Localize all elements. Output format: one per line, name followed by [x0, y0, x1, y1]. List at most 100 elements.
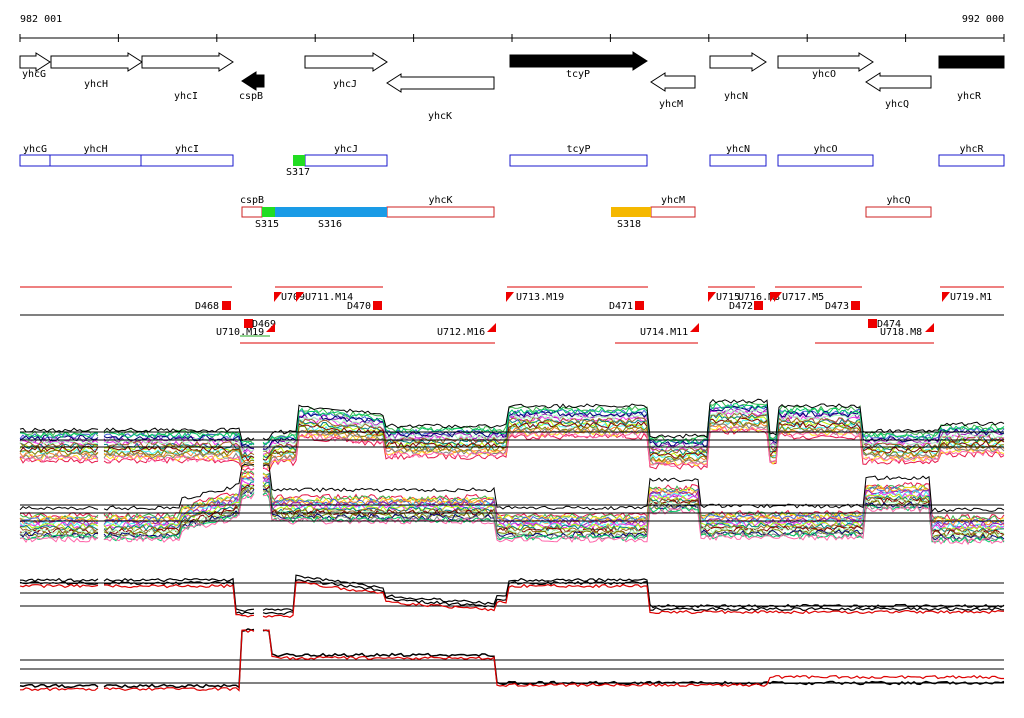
profile-line [19, 470, 1005, 523]
cds-label: tcyP [566, 144, 590, 155]
transcript-label: U710.M19 [216, 327, 264, 338]
ruler-start: 982 001 [20, 14, 62, 25]
profile-line [19, 419, 1005, 465]
profile-line [19, 408, 1005, 453]
gene-arrow [304, 52, 388, 72]
transcript-label: D474 [877, 319, 901, 330]
transcript-label: U719.M1 [950, 292, 992, 303]
gene-label: yhcH [84, 79, 108, 90]
segment [275, 207, 387, 217]
cds-box [304, 154, 388, 167]
gene-label: yhcN [724, 91, 748, 102]
profile-line [19, 463, 1005, 513]
transcript-marker [487, 323, 496, 332]
transcript-label: U715 [716, 292, 740, 303]
transcript-marker [942, 292, 950, 302]
profile-line [19, 579, 1005, 615]
gene-arrow [709, 52, 767, 72]
cds-label: yhcR [959, 144, 984, 155]
gene-label: yhcR [957, 91, 982, 102]
gene-label: yhcG [22, 69, 46, 80]
profile-line [19, 628, 1005, 689]
transcript-label: U716.M3 [738, 292, 780, 303]
gene-arrow [241, 71, 265, 91]
transcript-marker [222, 301, 231, 310]
transcript-label: U717.M5 [782, 292, 824, 303]
gene-arrow [509, 51, 648, 71]
cds-box [709, 154, 767, 167]
gene-arrow [19, 52, 51, 72]
ruler-end: 992 000 [962, 14, 1004, 25]
segment [293, 155, 305, 166]
transcript-marker [274, 292, 282, 302]
transcript-marker [244, 319, 253, 328]
profile-line [19, 402, 1005, 446]
gene-arrow [50, 52, 143, 72]
profile-line [19, 426, 1005, 471]
cds-box [19, 154, 51, 167]
gene-label: yhcJ [333, 79, 357, 90]
gene-label: cspB [239, 91, 263, 102]
segment [262, 207, 275, 217]
transcript-label: U718.M8 [880, 327, 922, 338]
segment-label: S315 [255, 219, 279, 230]
profile-line [20, 629, 1004, 692]
cds-label: cspB [240, 195, 264, 206]
transcript-label: U713.M19 [516, 292, 564, 303]
cds-box [777, 154, 874, 167]
transcript-label: D468 [195, 301, 219, 312]
cds-box [865, 206, 932, 218]
transcript-marker [373, 301, 382, 310]
cds-label: yhcK [428, 195, 452, 206]
transcript-marker [754, 301, 763, 310]
cds-box [140, 154, 234, 167]
transcript-marker [266, 323, 275, 332]
profile-line [19, 485, 1005, 538]
gene-arrow [386, 73, 495, 93]
cds-label: yhcG [23, 144, 47, 155]
transcript-label: D469 [252, 319, 276, 330]
gene-label: yhcQ [885, 99, 909, 110]
segment-label: S317 [286, 167, 310, 178]
transcript-marker [851, 301, 860, 310]
gene-label: yhcO [812, 69, 836, 80]
gene-label: tcyP [566, 69, 590, 80]
transcript-label: D470 [347, 301, 371, 312]
transcript-marker [635, 301, 644, 310]
cds-label: yhcQ [886, 195, 910, 206]
cds-label: yhcJ [334, 144, 358, 155]
profile-line [19, 581, 1005, 618]
cds-box [650, 206, 696, 218]
transcript-marker [868, 319, 877, 328]
transcript-label: U711.M14 [305, 292, 353, 303]
gene-label: yhcI [174, 91, 198, 102]
gene-arrow [938, 55, 1005, 69]
cds-label: yhcI [175, 144, 199, 155]
transcript-label: U712.M16 [437, 327, 485, 338]
cds-box [49, 154, 142, 167]
gene-arrow [650, 72, 696, 92]
transcript-marker [925, 323, 934, 332]
transcript-label: U714.M11 [640, 327, 688, 338]
cds-label: yhcO [813, 144, 837, 155]
gene-arrow [777, 52, 874, 72]
transcript-marker [690, 323, 699, 332]
cds-label: yhcH [83, 144, 107, 155]
cds-label: yhcM [661, 195, 685, 206]
gene-label: yhcM [659, 99, 683, 110]
gene-arrow [865, 72, 932, 92]
transcript-label: D473 [825, 301, 849, 312]
cds-box [938, 154, 1005, 167]
cds-box [509, 154, 648, 167]
transcript-label: D471 [609, 301, 633, 312]
profile-line [19, 574, 1005, 613]
transcript-marker [506, 292, 514, 302]
gene-arrow [141, 52, 234, 72]
cds-box [241, 206, 263, 218]
cds-label: yhcN [726, 144, 750, 155]
transcript-marker [296, 292, 304, 302]
transcript-marker [708, 292, 716, 302]
cds-box [386, 206, 495, 218]
